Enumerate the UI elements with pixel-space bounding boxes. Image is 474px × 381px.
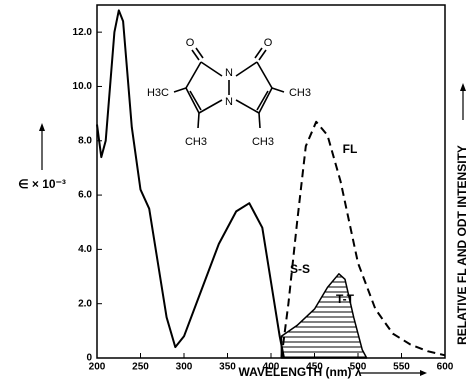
x-tick-label: 350 (219, 362, 236, 373)
molecule-label: O (186, 37, 195, 49)
x-tick-label: 600 (437, 362, 454, 373)
y-tick-label: 0 (86, 353, 92, 364)
x-tick-label: 200 (89, 362, 106, 373)
y-tick-label: 12.0 (73, 27, 93, 38)
molecule-label: O (264, 37, 273, 49)
y-tick-label: 10.0 (73, 81, 93, 92)
x-tick-label: 550 (393, 362, 410, 373)
arrow (460, 83, 466, 91)
series-area (280, 273, 368, 359)
molecule-label: CH3 (185, 136, 207, 148)
x-tick-label: 400 (263, 362, 280, 373)
series-label: FL (343, 142, 358, 156)
arrow (420, 370, 427, 376)
molecule-label: H3C (147, 87, 169, 99)
y2-axis-label: RELATIVE FL AND ODT INTENSITY (455, 145, 469, 345)
series-line (280, 120, 446, 359)
y-tick-label: 8.0 (78, 135, 92, 146)
series-label: T-T (336, 292, 355, 306)
series-label: S-S (290, 262, 310, 276)
molecule (173, 47, 285, 129)
molecule-label: N (225, 67, 233, 79)
x-tick-label: 300 (176, 362, 193, 373)
molecule-label: CH3 (289, 87, 311, 99)
x-axis-label: WAVELENGTH (nm) λ (238, 365, 361, 379)
x-tick-label: 500 (350, 362, 367, 373)
plot-frame (96, 4, 446, 359)
y-tick-label: 6.0 (78, 190, 92, 201)
y-tick-label: 2.0 (78, 298, 92, 309)
x-tick-label: 450 (306, 362, 323, 373)
molecule-label: CH3 (252, 136, 274, 148)
molecule-label: N (225, 96, 233, 108)
y-tick-label: 4.0 (78, 244, 92, 255)
arrow (39, 123, 45, 131)
x-tick-label: 250 (132, 362, 149, 373)
series-line (96, 9, 285, 359)
y-axis-label: ∈ × 10⁻³ (18, 177, 66, 191)
